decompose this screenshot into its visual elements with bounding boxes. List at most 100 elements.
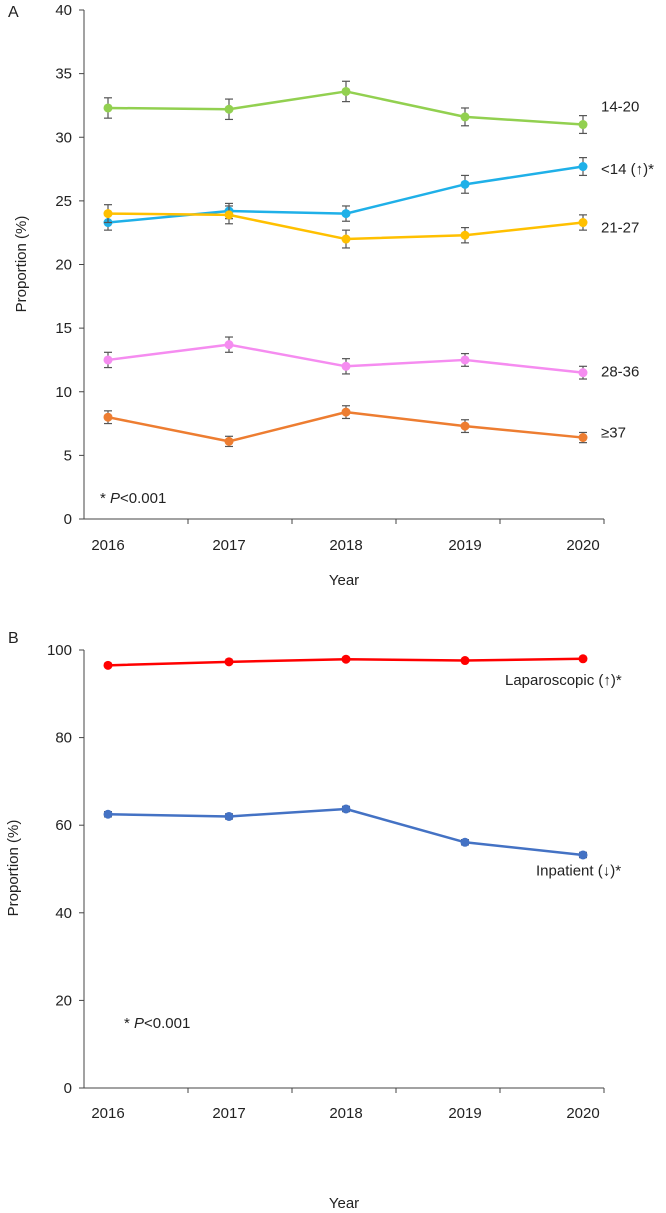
x-tick-label: 2018 [329, 1105, 362, 1122]
x-tick-label: 2016 [91, 1105, 124, 1122]
y-tick-label: 40 [55, 2, 72, 19]
y-tick-label: 20 [55, 257, 72, 274]
panel-a-significance-note: * P<0.001 [100, 490, 166, 507]
series-Laparoscopic [103, 654, 588, 670]
data-point [103, 209, 113, 219]
data-point [578, 654, 588, 664]
data-point [578, 162, 588, 172]
y-tick-label: 100 [47, 642, 72, 659]
data-point [341, 654, 351, 664]
data-point [103, 809, 113, 819]
y-tick-label: 30 [55, 129, 72, 146]
series-14-20 [103, 80, 588, 135]
data-point [578, 433, 588, 443]
y-tick-label: 5 [64, 447, 72, 464]
data-point [460, 421, 470, 431]
note-p: P [134, 1015, 144, 1032]
data-point [224, 210, 234, 220]
series-label: 28-36 [601, 363, 639, 380]
panel-b-series-labels: Laparoscopic (↑)* Inpatient (↓)* [505, 672, 622, 880]
x-tick-label: 2019 [448, 537, 481, 554]
data-point [224, 340, 234, 350]
x-tick-label: 2016 [91, 537, 124, 554]
series-label: <14 (↑)* [601, 161, 654, 178]
x-tick-label: 2017 [212, 537, 245, 554]
panel-a-axes [83, 10, 604, 520]
data-point [460, 112, 470, 122]
x-tick-label: 2019 [448, 1105, 481, 1122]
y-tick-label: 25 [55, 193, 72, 210]
data-point [341, 209, 351, 219]
data-point [341, 86, 351, 96]
series-<14 [103, 157, 588, 231]
data-point [460, 179, 470, 189]
x-tick-label: 2020 [566, 1105, 599, 1122]
series-label: Inpatient (↓)* [536, 863, 621, 880]
panel-a-x-axis-title: Year [329, 572, 359, 589]
series-21-27 [103, 204, 588, 249]
panel-b-letter: B [8, 630, 19, 647]
x-tick-label: 2018 [329, 537, 362, 554]
data-point [224, 811, 234, 821]
data-point [578, 218, 588, 228]
series-28-36 [103, 336, 588, 380]
x-tick-label: 2020 [566, 537, 599, 554]
panel-a-y-axis-title: Proportion (%) [13, 216, 30, 313]
series-line [107, 807, 584, 857]
note-prefix: * [100, 490, 110, 507]
data-point [578, 850, 588, 860]
panel-b-x-axis-title: Year [329, 1195, 359, 1212]
panel-b-y-axis-title: Proportion (%) [5, 820, 22, 917]
data-point [341, 234, 351, 244]
y-tick-label: 0 [64, 511, 72, 528]
panel-b-y-ticks: 0 20 40 60 80 100 [47, 642, 84, 1097]
data-point [103, 660, 113, 670]
data-point [341, 804, 351, 814]
y-tick-label: 10 [55, 384, 72, 401]
series-≥37 [103, 405, 588, 448]
x-tick-label: 2017 [212, 1105, 245, 1122]
y-tick-label: 80 [55, 730, 72, 747]
note-p: P [110, 490, 120, 507]
panel-a-x-ticks: 2016 2017 2018 2019 2020 [91, 519, 605, 554]
y-tick-label: 0 [64, 1080, 72, 1097]
data-point [103, 355, 113, 365]
series-label: 14-20 [601, 99, 639, 116]
y-tick-label: 15 [55, 320, 72, 337]
note-rest: <0.001 [120, 490, 166, 507]
panel-b-series [103, 654, 588, 860]
panel-a-y-ticks: 0 5 10 15 20 25 30 35 40 [55, 2, 84, 528]
panel-a-series [103, 80, 588, 448]
data-point [341, 407, 351, 417]
data-point [460, 230, 470, 240]
data-point [460, 837, 470, 847]
data-point [224, 436, 234, 446]
panel-a-letter: A [8, 4, 19, 21]
panel-b-axes [83, 650, 604, 1089]
data-point [224, 104, 234, 114]
data-point [224, 657, 234, 667]
data-point [578, 120, 588, 130]
series-label: 21-27 [601, 220, 639, 237]
data-point [460, 656, 470, 666]
y-tick-label: 60 [55, 817, 72, 834]
y-tick-label: 40 [55, 905, 72, 922]
y-tick-label: 20 [55, 992, 72, 1009]
series-label: Laparoscopic (↑)* [505, 672, 622, 689]
data-point [460, 355, 470, 365]
series-Inpatient [103, 804, 588, 860]
panel-b-x-ticks: 2016 2017 2018 2019 2020 [91, 1088, 605, 1122]
panel-b-significance-note: * P<0.001 [124, 1015, 190, 1032]
series-label: ≥37 [601, 424, 626, 441]
note-prefix: * [124, 1015, 134, 1032]
y-tick-label: 35 [55, 66, 72, 83]
note-rest: <0.001 [144, 1015, 190, 1032]
data-point [103, 103, 113, 113]
data-point [578, 368, 588, 378]
panel-b: B 0 20 40 60 80 100 2016 2017 2018 2019 2020 Lapa… [5, 630, 622, 1212]
data-point [103, 412, 113, 422]
data-point [341, 361, 351, 371]
panel-a-series-labels: 14-20 <14 (↑)* 21-27 28-36 ≥37 [601, 99, 654, 442]
